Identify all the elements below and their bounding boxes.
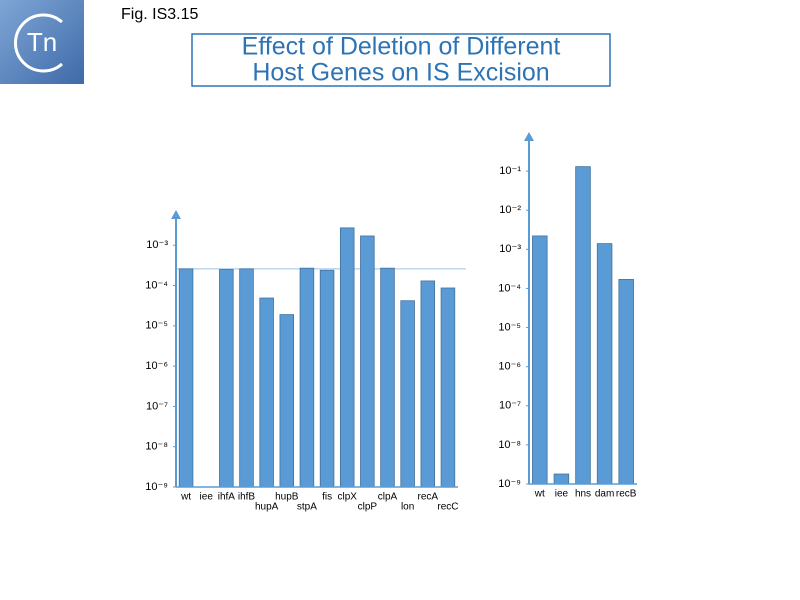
x-tick-label: hupB xyxy=(275,492,299,503)
y-tick-label: 10⁻¹ xyxy=(499,165,521,177)
x-tick-label: hns xyxy=(575,489,591,500)
x-tick-label: lon xyxy=(401,502,414,513)
bar xyxy=(219,269,234,488)
bar xyxy=(400,300,415,488)
bar xyxy=(299,267,315,488)
x-tick-label: iee xyxy=(200,492,214,503)
figure-label: Fig. IS3.15 xyxy=(121,6,198,23)
logo-text: Tn xyxy=(27,27,57,57)
y-tick-label: 10⁻⁸ xyxy=(498,439,521,451)
bar xyxy=(575,166,591,485)
y-tick-label: 10⁻⁴ xyxy=(498,282,521,294)
title-line: Effect of Deletion of Different xyxy=(242,33,561,61)
y-tick-label: 10⁻⁶ xyxy=(498,361,521,373)
y-tick-label: 10⁻⁵ xyxy=(145,320,168,332)
x-tick-label: ihfB xyxy=(238,492,256,503)
bar xyxy=(239,268,254,488)
y-axis-arrow xyxy=(171,210,181,219)
y-tick-label: 10⁻⁸ xyxy=(145,441,168,453)
bar xyxy=(618,279,634,485)
bar xyxy=(178,268,194,488)
y-tick-label: 10⁻⁹ xyxy=(145,481,168,493)
bar xyxy=(440,287,456,488)
logo-arc xyxy=(13,13,63,73)
bar xyxy=(339,227,355,488)
x-tick-label: clpX xyxy=(337,492,357,503)
bar xyxy=(259,297,274,488)
x-tick-label: fis xyxy=(322,492,332,503)
y-tick-label: 10⁻⁵ xyxy=(498,321,521,333)
y-tick-label: 10⁻³ xyxy=(499,243,521,255)
bar xyxy=(553,473,570,485)
bar xyxy=(319,269,335,488)
x-tick-label: hupA xyxy=(255,502,279,513)
y-tick-label: 10⁻² xyxy=(499,204,521,216)
x-tick-label: iee xyxy=(555,489,569,500)
x-tick-label: recC xyxy=(437,502,458,513)
x-tick-label: ihfA xyxy=(218,492,236,503)
y-tick-label: 10⁻⁹ xyxy=(498,478,521,490)
y-axis-arrow xyxy=(524,132,534,141)
x-tick-label: clpP xyxy=(358,502,378,513)
bar xyxy=(380,267,395,488)
x-tick-label: clpA xyxy=(378,492,398,503)
y-tick-label: 10⁻⁷ xyxy=(146,400,168,412)
bar xyxy=(360,235,375,488)
x-tick-label: stpA xyxy=(297,502,317,513)
x-tick-label: recB xyxy=(616,489,637,500)
y-tick-label: 10⁻⁶ xyxy=(145,360,168,372)
bar xyxy=(420,280,436,488)
title-box xyxy=(191,33,611,87)
x-tick-label: wt xyxy=(534,489,545,500)
x-tick-label: recA xyxy=(418,492,439,503)
title-line: Host Genes on IS Excision xyxy=(252,59,549,87)
y-tick-label: 10⁻⁴ xyxy=(145,279,168,291)
y-tick-label: 10⁻³ xyxy=(146,239,168,251)
bar xyxy=(279,314,295,488)
x-tick-label: dam xyxy=(595,489,614,500)
bar xyxy=(532,235,548,485)
x-tick-label: wt xyxy=(180,492,191,503)
bar xyxy=(596,243,613,485)
y-tick-label: 10⁻⁷ xyxy=(499,400,521,412)
